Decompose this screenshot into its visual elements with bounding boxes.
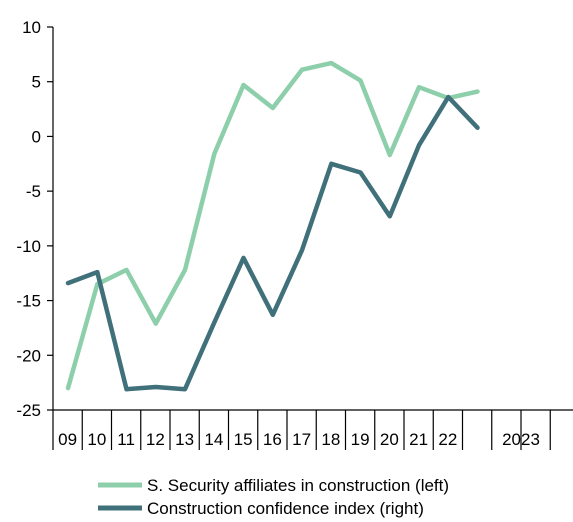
x-tick-label: 12 [146, 430, 165, 449]
y-axis: 10 5 0 -5 -10 -15 -20 -25 [16, 18, 54, 420]
y-tick-label: -5 [26, 182, 41, 201]
x-tick-label: 09 [58, 430, 77, 449]
y-tick-label: 5 [32, 73, 41, 92]
series-line-1 [65, 94, 480, 392]
x-tick-label: 10 [87, 430, 106, 449]
y-tick-label: 10 [22, 18, 41, 37]
x-tick-label: 22 [438, 430, 457, 449]
legend-label-securities: S. Security affiliates in construction (… [147, 476, 449, 495]
x-tick-label: 17 [292, 430, 311, 449]
x-axis: 09 10 11 12 13 14 15 16 17 18 19 20 21 22 2023 [52, 409, 573, 450]
y-tick-label: 0 [32, 127, 41, 146]
x-tick-label: 19 [351, 430, 370, 449]
x-tick-label: 11 [117, 430, 135, 449]
x-tick-label: 13 [175, 430, 194, 449]
x-tick-label: 16 [263, 430, 282, 449]
series-line-0 [65, 60, 480, 391]
y-tick-label: -10 [16, 237, 41, 256]
legend-label-confidence: Construction confidence index (right) [147, 499, 424, 518]
y-tick-label: -15 [16, 292, 41, 311]
x-tick-label: 15 [234, 430, 253, 449]
x-tick-label: 2023 [502, 430, 540, 449]
series-lines [65, 60, 480, 392]
y-tick-label: -20 [16, 346, 41, 365]
x-tick-label: 18 [321, 430, 340, 449]
x-tick-label: 20 [380, 430, 399, 449]
x-tick-label: 14 [204, 430, 223, 449]
legend: S. Security affiliates in construction (… [98, 476, 449, 518]
y-tick-label: -25 [16, 401, 41, 420]
x-tick-label: 21 [409, 430, 428, 449]
